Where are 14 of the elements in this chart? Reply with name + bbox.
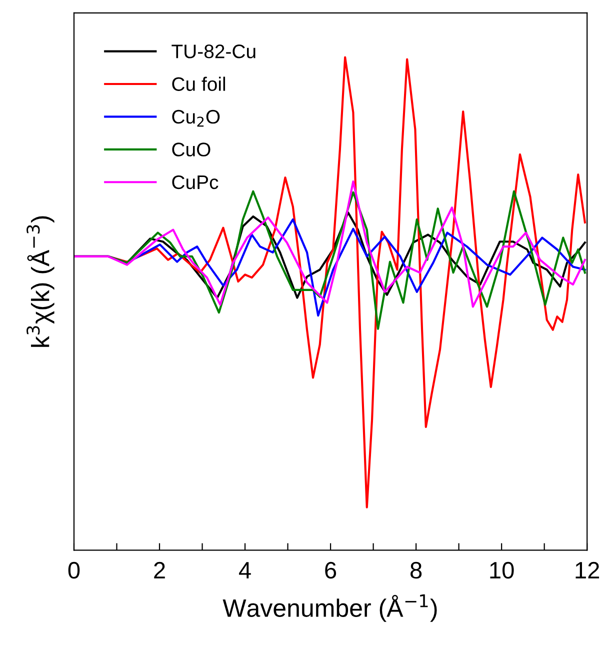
x-tick-label: 4 [239, 562, 251, 578]
legend-label: Cu$_{2}$O [172, 110, 220, 127]
legend-label: CuO [172, 142, 210, 156]
x-tick-label: 8 [410, 562, 422, 579]
x-tick-label: 0 [68, 562, 80, 579]
x-tick-label: 10 [490, 562, 514, 579]
legend-label: TU-82-Cu [172, 44, 256, 58]
legend-label: CuPc [172, 175, 218, 190]
x-axis-title: Wavenumber (Å$^{−1}$) [222, 594, 437, 622]
x-tick-label: 2 [154, 562, 165, 578]
y-axis-title: k$^{3}$χ(k) (Å$^{−3}$) [26, 216, 54, 347]
x-tick-label: 6 [325, 562, 336, 579]
x-tick-label: 12 [576, 562, 600, 578]
legend-label: Cu foil [172, 76, 226, 92]
